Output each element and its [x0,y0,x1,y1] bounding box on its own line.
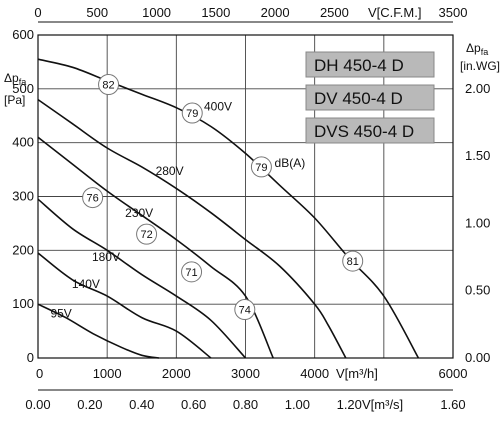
db-marker: 72 [136,223,158,245]
curve-140V [37,252,212,359]
x2-axis-label: V[m³/s] [362,397,403,412]
db-marker-circle [250,156,272,178]
db-marker: 81 [342,250,364,272]
x2-tick-label: 0.00 [25,397,50,412]
x-axis-label: V[m³/h] [336,366,378,381]
y-tick-label: 0 [27,350,34,365]
y-right-tick-label: 2.00 [465,81,490,96]
bottom-axis-m3s: 0.00 0.20 0.40 0.60 0.80 1.00 1.20 1.60 V[m³/s] [25,389,466,412]
db-marker-circle [342,250,364,272]
x2-tick-label: 1.00 [285,397,310,412]
y-right-tick-label: 1.50 [465,148,490,163]
x-tick-label: 4000 [300,366,329,381]
curve-label: 400V [204,99,232,113]
top-tick-label: 0 [34,5,41,20]
right-axis-inwg: 0.00 0.50 1.00 1.50 2.00 Δpfa [in.WG] [460,41,500,365]
db-marker-value: 71 [185,267,197,279]
y-tick-label: 600 [12,27,34,42]
db-markers: 82 79 79 81 76 72 71 74 [82,74,364,321]
curve-180V [37,198,247,359]
bottom-axis-m3h: 0 1000 2000 3000 4000 6000 V[m³/h] [36,366,467,381]
model-box [305,51,435,78]
db-marker-circle [98,74,120,96]
top-axis-label: V[C.F.M.] [368,5,421,20]
x2-tick-label: 0.80 [233,397,258,412]
db-marker-value: 79 [255,162,267,174]
top-tick-label: 2000 [261,5,290,20]
curve-label: 95V [50,307,71,321]
y-tick-label: 200 [12,242,34,257]
x-tick-label: 6000 [439,366,468,381]
db-marker: 79 [250,156,272,178]
y-right-tick-label: 0.50 [465,283,490,298]
curve-label: 140V [72,277,100,291]
x-tick-label: 0 [36,366,43,381]
curve-annotations: 400V dB(A) 280V 230V 180V 140V 95V [50,99,305,320]
db-marker-value: 76 [87,193,99,205]
x2-tick-label: 1.20 [337,397,362,412]
curve-label: 180V [92,250,120,264]
db-marker-value: 81 [347,256,359,268]
curve-label: 280V [156,164,184,178]
y-tick-label: 400 [12,135,34,150]
db-marker-value: 72 [140,229,152,241]
y-axis-label: Δpfa [4,71,26,87]
curve-230V [37,136,274,359]
db-marker-circle [136,223,158,245]
db-marker-circle [234,299,256,321]
x2-tick-label: 0.60 [181,397,206,412]
y-tick-label: 100 [12,296,34,311]
db-marker-value: 74 [239,305,251,317]
left-axis-pa: 0 100 200 300 400 500 600 Δpfa [Pa] [4,27,34,365]
top-tick-label: 1500 [201,5,230,20]
y-axis-unit: [Pa] [4,93,25,107]
db-marker: 82 [98,74,120,96]
db-marker-value: 82 [102,80,114,92]
db-marker: 71 [181,261,203,283]
curve-label: dB(A) [275,156,306,170]
db-marker-circle [82,187,104,209]
model-label: DVS 450-4 D [314,122,414,141]
db-marker: 74 [234,299,256,321]
x2-tick-label: 0.20 [77,397,102,412]
x-tick-label: 1000 [93,366,122,381]
y-axis-subscript: fa [19,77,27,87]
top-tick-label: 500 [86,5,108,20]
model-label: DV 450-4 D [314,89,403,108]
y-right-axis-subscript: fa [481,47,489,57]
model-box [305,117,435,144]
model-labels: DH 450-4 D DV 450-4 D DVS 450-4 D [305,51,435,144]
curve-95V [37,303,160,359]
x2-tick-label: 0.40 [129,397,154,412]
top-tick-label: 2500 [320,5,349,20]
db-marker-circle [181,102,203,124]
y-tick-label: 500 [12,81,34,96]
x-tick-label: 2000 [162,366,191,381]
curve-label: 230V [125,206,153,220]
x-tick-label: 3000 [231,366,260,381]
curve-280V [37,98,347,359]
y-right-axis-label: Δpfa [466,41,488,57]
y-right-tick-label: 1.00 [465,215,490,230]
model-box [305,84,435,111]
y-right-tick-label: 0.00 [465,350,490,365]
top-tick-label: 3500 [439,5,468,20]
y-right-axis-unit: [in.WG] [460,59,500,73]
top-axis-cfm: 0 500 1000 1500 2000 2500 3500 V[C.F.M.] [34,5,468,23]
db-marker-circle [181,261,203,283]
db-marker-value: 79 [186,108,198,120]
db-marker: 76 [82,187,104,209]
db-marker: 79 [181,102,203,124]
model-label: DH 450-4 D [314,56,404,75]
x2-tick-label: 1.60 [440,397,465,412]
y-tick-label: 300 [12,189,34,204]
top-tick-label: 1000 [142,5,171,20]
